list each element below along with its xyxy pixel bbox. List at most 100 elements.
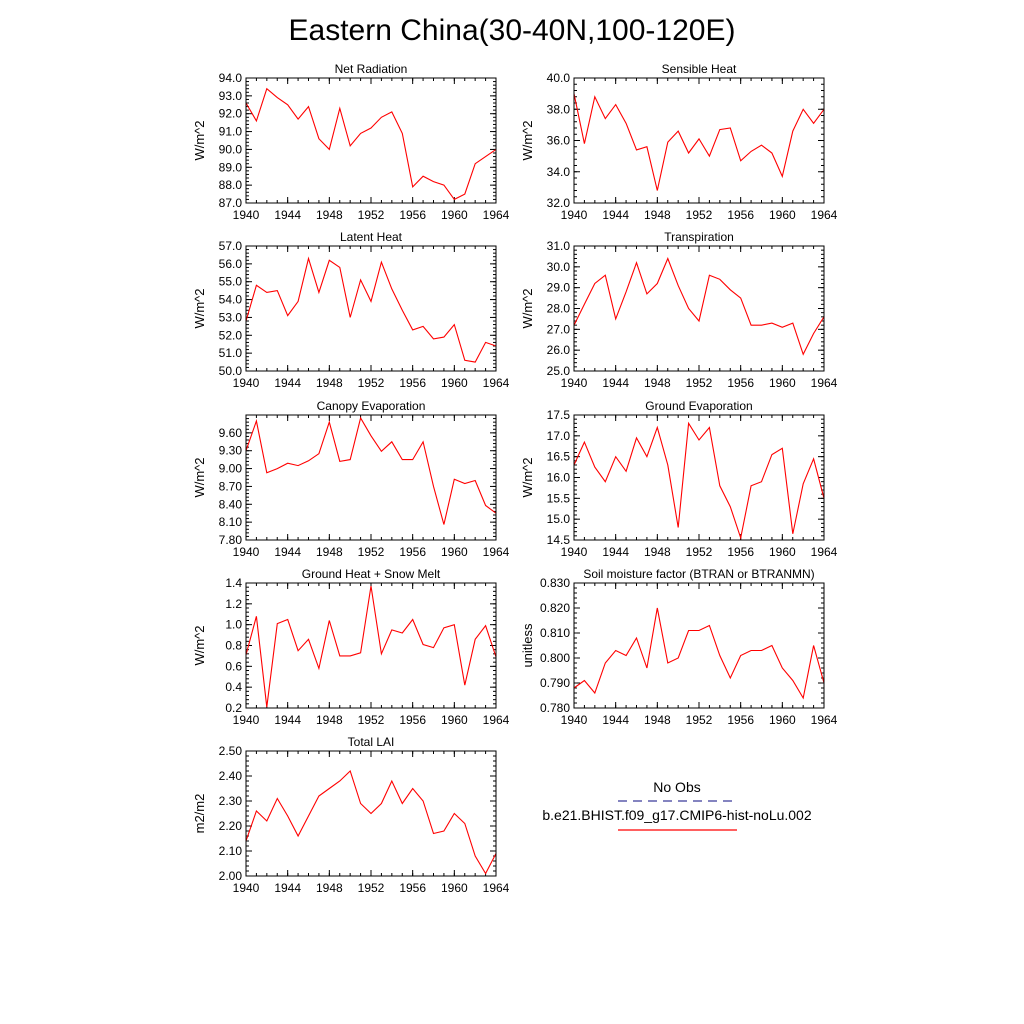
chart-panel-5: Canopy Evaporation W/m^2 7.80 8.10 8.40 8.70 9… (192, 399, 510, 559)
series-line (245, 416, 497, 525)
x-tick-label: 1956 (399, 208, 426, 222)
plot-frame (245, 582, 497, 709)
x-tick-label: 1956 (727, 208, 754, 222)
y-tick-label: 51.0 (219, 346, 243, 360)
x-tick-label: 1960 (441, 545, 468, 559)
plot-frame (573, 77, 825, 204)
chart-panel-9: Total LAI m2/m2 2.00 2.10 2.20 2.30 2.40 2.50 19… (192, 735, 510, 895)
series-line (245, 256, 497, 363)
x-tick-label: 1948 (316, 713, 343, 727)
x-tick-label: 1956 (399, 376, 426, 390)
y-tick-label: 55.0 (219, 275, 243, 289)
x-tick-label: 1944 (274, 713, 301, 727)
y-tick-label: 25.0 (547, 364, 571, 378)
x-tick-label: 1944 (274, 208, 301, 222)
x-tick-label: 1952 (686, 713, 713, 727)
y-tick-label: 94.0 (219, 71, 243, 85)
y-tick-label: 40.0 (547, 71, 571, 85)
series-line (245, 586, 497, 708)
y-tick-label: 54.0 (219, 293, 243, 307)
x-tick-label: 1952 (358, 208, 385, 222)
x-tick-label: 1940 (233, 713, 260, 727)
x-tick-label: 1940 (233, 545, 260, 559)
y-tick-label: 0.820 (540, 601, 570, 615)
y-tick-label: 2.10 (219, 844, 243, 858)
y-tick-label: 0.780 (540, 701, 570, 715)
x-tick-label: 1964 (483, 881, 510, 895)
panel-title: Soil moisture factor (BTRAN or BTRANMN) (583, 567, 814, 581)
y-tick-label: 0.810 (540, 626, 570, 640)
y-tick-label: 56.0 (219, 257, 243, 271)
panel-title: Ground Evaporation (645, 399, 752, 413)
y-tick-label: 17.5 (547, 408, 571, 422)
x-tick-label: 1960 (441, 208, 468, 222)
x-tick-label: 1952 (686, 376, 713, 390)
x-tick-label: 1948 (644, 208, 671, 222)
figure-title: Eastern China(30-40N,100-120E) (289, 14, 736, 47)
x-tick-label: 1952 (358, 713, 385, 727)
y-tick-label: 1.0 (225, 618, 242, 632)
y-tick-label: 1.2 (225, 597, 242, 611)
x-tick-label: 1964 (811, 376, 838, 390)
x-tick-label: 1960 (441, 713, 468, 727)
x-tick-label: 1944 (602, 545, 629, 559)
x-tick-label: 1948 (644, 713, 671, 727)
chart-panel-3: Latent Heat W/m^2 50.0 51.0 52.0 53.0 54.0 55.0… (192, 230, 510, 390)
y-tick-label: 31.0 (547, 239, 571, 253)
x-tick-label: 1956 (399, 881, 426, 895)
y-tick-label: 32.0 (547, 196, 571, 210)
panel-title: Total LAI (348, 735, 395, 749)
y-tick-label: 27.0 (547, 322, 571, 336)
y-tick-label: 16.5 (547, 450, 571, 464)
x-tick-label: 1956 (399, 713, 426, 727)
x-tick-label: 1956 (727, 545, 754, 559)
y-tick-label: 0.2 (225, 701, 242, 715)
y-tick-label: 29.0 (547, 281, 571, 295)
plot-frame (245, 414, 497, 541)
panel-title: Transpiration (664, 230, 734, 244)
y-tick-label: 38.0 (547, 102, 571, 116)
x-tick-label: 1952 (358, 545, 385, 559)
plot-frame (573, 582, 825, 709)
y-tick-label: 0.790 (540, 676, 570, 690)
y-tick-label: 87.0 (219, 196, 243, 210)
y-tick-label: 53.0 (219, 310, 243, 324)
y-tick-label: 14.5 (547, 533, 571, 547)
y-tick-label: 91.0 (219, 125, 243, 139)
y-tick-label: 2.20 (219, 819, 243, 833)
x-tick-label: 1940 (561, 545, 588, 559)
x-tick-label: 1960 (769, 208, 796, 222)
x-tick-label: 1944 (602, 376, 629, 390)
x-tick-label: 1948 (316, 208, 343, 222)
y-axis-label: W/m^2 (192, 120, 207, 160)
y-tick-label: 8.70 (219, 479, 243, 493)
x-tick-label: 1948 (316, 545, 343, 559)
x-tick-label: 1960 (769, 545, 796, 559)
y-tick-label: 92.0 (219, 107, 243, 121)
y-tick-label: 50.0 (219, 364, 243, 378)
series-line (245, 769, 497, 875)
y-tick-label: 2.40 (219, 769, 243, 783)
y-tick-label: 34.0 (547, 165, 571, 179)
x-tick-label: 1940 (233, 376, 260, 390)
chart-panel-7: Ground Heat + Snow Melt W/m^2 0.2 0.4 0.6 0.8… (192, 567, 510, 727)
y-tick-label: 9.00 (219, 462, 243, 476)
x-tick-label: 1956 (727, 713, 754, 727)
x-tick-label: 1952 (686, 545, 713, 559)
series-line (245, 87, 497, 201)
x-tick-label: 1944 (274, 545, 301, 559)
x-tick-label: 1960 (441, 881, 468, 895)
x-tick-label: 1964 (811, 545, 838, 559)
y-tick-label: 0.4 (225, 680, 242, 694)
y-tick-label: 57.0 (219, 239, 243, 253)
chart-panel-1: Net Radiation W/m^2 87.0 88.0 89.0 90.0 91.0 92… (192, 62, 510, 222)
y-tick-label: 52.0 (219, 328, 243, 342)
y-tick-label: 9.60 (219, 426, 243, 440)
y-tick-label: 93.0 (219, 89, 243, 103)
x-tick-label: 1948 (316, 376, 343, 390)
x-tick-label: 1964 (483, 208, 510, 222)
y-tick-label: 0.8 (225, 639, 242, 653)
y-tick-label: 8.10 (219, 515, 243, 529)
y-tick-label: 88.0 (219, 178, 243, 192)
